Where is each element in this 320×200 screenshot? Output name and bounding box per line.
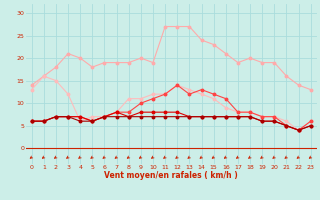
X-axis label: Vent moyen/en rafales ( km/h ): Vent moyen/en rafales ( km/h ) bbox=[104, 171, 238, 180]
